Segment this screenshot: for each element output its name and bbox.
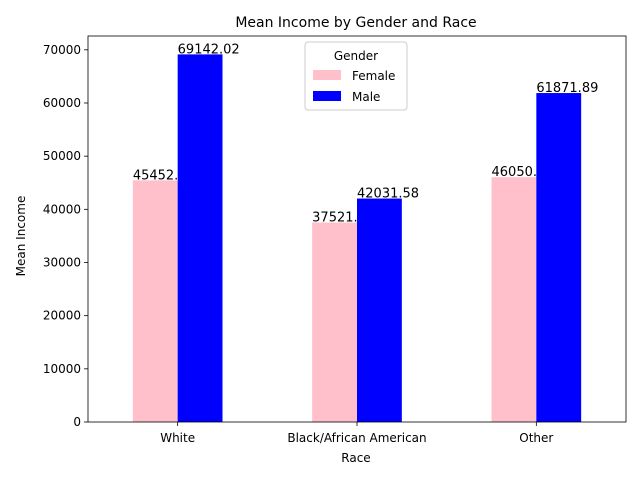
bar-female-0 <box>132 180 178 422</box>
x-tick-label-2: Other <box>519 431 553 445</box>
legend: Gender Female Male <box>304 41 408 111</box>
bar-female-1 <box>312 222 357 422</box>
data-label-male-0: 69142.02 <box>178 42 240 57</box>
plot-area: 45452.0937521.7746050.1669142.0242031.58… <box>43 35 627 445</box>
y-tick-label-3: 30000 <box>43 255 81 269</box>
x-tick-label-1: Black/African American <box>287 431 426 445</box>
bar-male-1 <box>357 198 402 422</box>
legend-title: Gender <box>334 49 378 63</box>
y-tick-label-5: 50000 <box>43 149 81 163</box>
legend-swatch-male <box>313 91 341 101</box>
legend-label-female: Female <box>352 69 395 83</box>
y-tick-label-6: 60000 <box>43 96 81 110</box>
bar-male-2 <box>536 93 582 423</box>
bar-female-2 <box>491 177 537 422</box>
y-tick-label-1: 10000 <box>43 362 81 376</box>
y-tick-label-2: 20000 <box>43 309 81 323</box>
y-tick-label-0: 0 <box>73 415 81 429</box>
y-tick-label-4: 40000 <box>43 202 81 216</box>
y-axis-label: Mean Income <box>14 196 28 277</box>
legend-swatch-female <box>313 70 341 80</box>
chart-title: Mean Income by Gender and Race <box>235 15 476 31</box>
legend-label-male: Male <box>352 90 380 104</box>
y-tick-label-7: 70000 <box>43 43 81 57</box>
x-axis-label: Race <box>341 451 370 465</box>
data-label-male-2: 61871.89 <box>536 81 598 96</box>
x-tick-label-0: White <box>160 431 195 445</box>
bar-male-0 <box>177 54 223 422</box>
data-label-male-1: 42031.58 <box>357 187 419 202</box>
